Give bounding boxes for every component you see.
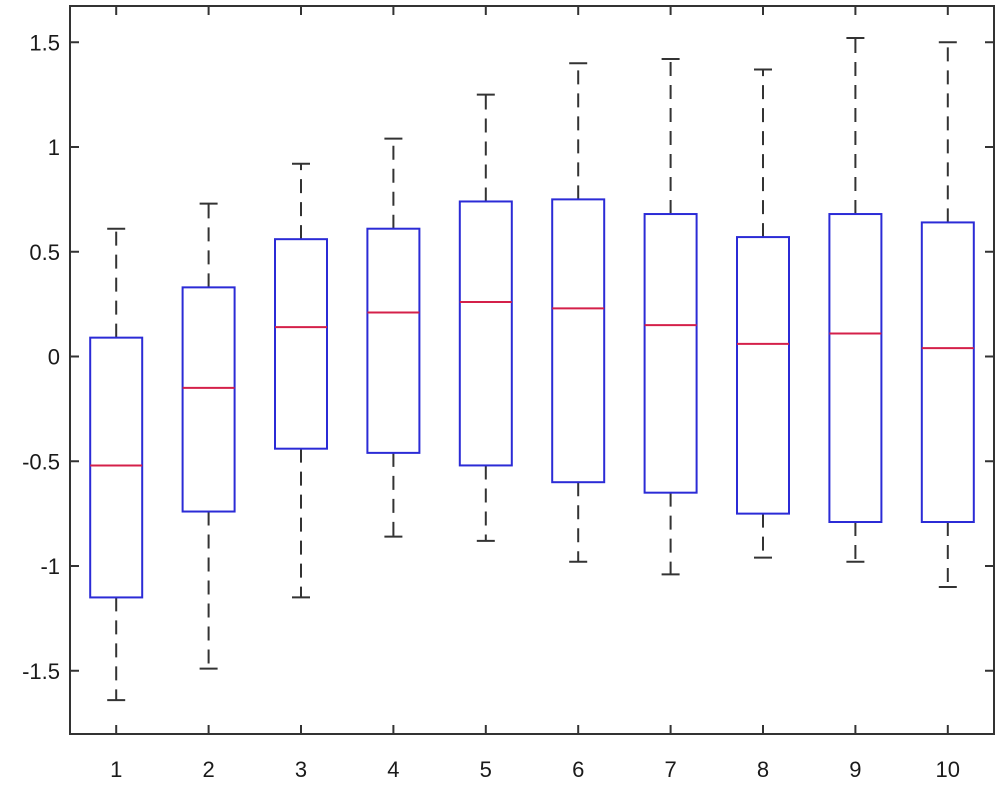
box-plot-8 — [736, 68, 790, 559]
box — [274, 238, 328, 450]
box — [89, 336, 144, 599]
box — [643, 213, 698, 494]
box-plot-4 — [366, 137, 421, 538]
box — [366, 227, 421, 454]
box — [458, 200, 513, 467]
x-tick-label: 7 — [664, 757, 676, 782]
x-tick-label: 1 — [110, 757, 122, 782]
x-tick-label: 5 — [480, 757, 492, 782]
y-tick-label: -1.5 — [22, 659, 60, 684]
y-axis: -1.5 -1 -0.5 0 0.5 1 1.5 — [22, 30, 994, 684]
box-plot-2 — [181, 202, 236, 670]
box-plot-3 — [274, 162, 328, 599]
box-plot-5 — [458, 93, 513, 542]
boxes — [89, 37, 975, 702]
y-tick-label: -0.5 — [22, 449, 60, 474]
x-axis: 1 2 3 4 5 6 7 8 9 10 — [110, 6, 960, 782]
box-plot-6 — [551, 62, 606, 563]
x-tick-label: 6 — [572, 757, 584, 782]
x-tick-label: 2 — [202, 757, 214, 782]
y-tick-label: 1 — [48, 135, 60, 160]
box-plot-10 — [920, 41, 975, 588]
x-tick-label: 10 — [936, 757, 960, 782]
box — [828, 213, 883, 524]
box-plot-9 — [828, 37, 883, 563]
x-tick-label: 4 — [387, 757, 399, 782]
box-plot-7 — [643, 58, 698, 576]
y-tick-label: 1.5 — [29, 30, 60, 55]
box — [551, 198, 606, 484]
box — [181, 286, 236, 513]
x-tick-label: 9 — [849, 757, 861, 782]
y-tick-label: -1 — [40, 554, 60, 579]
x-tick-label: 3 — [295, 757, 307, 782]
box — [736, 236, 790, 515]
plot-area — [69, 5, 995, 735]
box — [920, 221, 975, 524]
y-tick-label: 0.5 — [29, 240, 60, 265]
box-plot-1 — [89, 227, 144, 702]
y-tick-label: 0 — [48, 345, 60, 370]
x-tick-label: 8 — [757, 757, 769, 782]
